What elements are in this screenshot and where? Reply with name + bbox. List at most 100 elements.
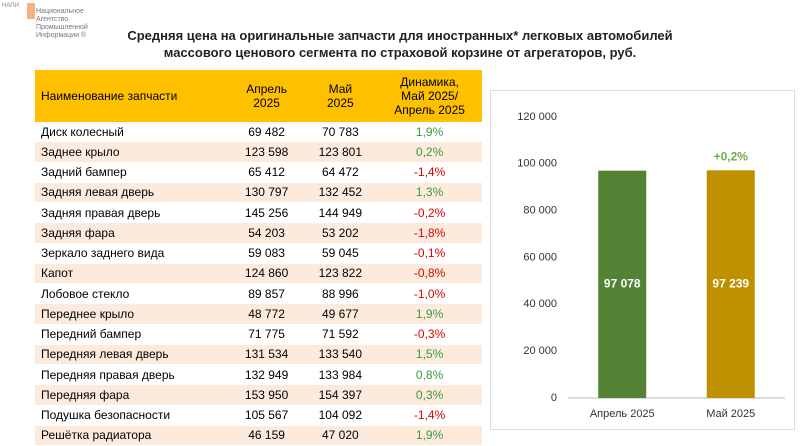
cell: Заднее крыло <box>35 141 230 163</box>
cell: 53 202 <box>303 222 378 244</box>
change-cell: 1,3% <box>377 182 482 204</box>
cell: Подушка безопасности <box>35 405 230 426</box>
cell: Капот <box>35 263 230 285</box>
cell: Зеркало заднего вида <box>35 243 230 264</box>
logo-abbr: НАПИ <box>2 3 19 9</box>
header-row: Наименование запчасти Апрель 2025 Май 2025… <box>35 70 482 122</box>
cell: 69 482 <box>229 122 304 143</box>
table-row: Капот 124 860 123 822 -0,8% <box>35 263 482 285</box>
cell: Передняя левая дверь <box>35 344 230 366</box>
cell: 131 534 <box>229 344 304 366</box>
cell: 64 472 <box>303 162 378 183</box>
y-tick-label: 40 000 <box>523 298 557 310</box>
change-cell: 1,5% <box>377 344 482 366</box>
cell: 145 256 <box>229 202 304 224</box>
cell: 65 412 <box>229 162 304 183</box>
table-row: Подушка безопасности 105 567 104 092 -1,4% <box>35 405 482 426</box>
table-row: Диск колесный 69 482 70 783 1,9% <box>35 122 482 143</box>
cell: 133 984 <box>303 364 378 386</box>
cell: 124 860 <box>229 263 304 285</box>
x-tick-label: Май 2025 <box>706 408 755 420</box>
table-row: Переднее крыло 48 772 49 677 1,9% <box>35 303 482 325</box>
table-row: Задняя правая дверь 145 256 144 949 -0,2% <box>35 202 482 224</box>
y-tick-label: 60 000 <box>523 251 557 263</box>
table-row: Задняя левая дверь 130 797 132 452 1,3% <box>35 182 482 204</box>
table-row: Задняя фара 54 203 53 202 -1,8% <box>35 222 482 244</box>
cell: 144 949 <box>303 202 378 224</box>
cell: 123 598 <box>229 141 304 163</box>
table-row: Заднее крыло 123 598 123 801 0,2% <box>35 141 482 163</box>
chart-panel <box>490 90 795 430</box>
chart: 0 20 000 40 000 60 000 80 000 100 000 120 000 А… <box>517 111 785 420</box>
x-tick-label: Апрель 2025 <box>590 408 655 420</box>
table-row: Зеркало заднего вида 59 083 59 045 -0,1% <box>35 243 482 264</box>
y-tick-label: 20 000 <box>523 345 557 357</box>
cell: 88 996 <box>303 283 378 305</box>
cell: 71 775 <box>229 324 304 345</box>
cell: 153 950 <box>229 384 304 406</box>
cell: 59 045 <box>303 243 378 264</box>
change-cell: 1,9% <box>377 122 482 143</box>
cell: Передний бампер <box>35 324 230 345</box>
header-cell: Динамика, Май 2025/ Апрель 2025 <box>377 70 482 122</box>
cell: Переднее крыло <box>35 303 230 325</box>
table-row: Лобовое стекло 89 857 88 996 -1,0% <box>35 283 482 305</box>
bar <box>598 170 647 398</box>
cell: Задняя фара <box>35 222 230 244</box>
cell: Передняя фара <box>35 384 230 406</box>
y-tick-label: 80 000 <box>523 205 557 217</box>
cell: 154 397 <box>303 384 378 406</box>
table-row: Передняя правая дверь 132 949 133 984 0,8% <box>35 364 482 386</box>
cell: 132 452 <box>303 182 378 204</box>
change-cell: 0,3% <box>377 384 482 406</box>
header-cell: Апрель 2025 <box>229 70 304 122</box>
table-row: Передняя фара 153 950 154 397 0,3% <box>35 384 482 406</box>
y-tick-label: 120 000 <box>517 111 557 123</box>
cell: Диск колесный <box>35 122 230 143</box>
header-cell: Наименование запчасти <box>35 70 230 122</box>
change-cell: -0,1% <box>377 243 482 264</box>
change-cell: -1,4% <box>377 405 482 426</box>
cell: Задняя левая дверь <box>35 182 230 204</box>
change-cell: 0,8% <box>377 364 482 386</box>
bar <box>706 170 755 398</box>
change-cell: -0,2% <box>377 202 482 224</box>
change-cell: -0,3% <box>377 324 482 345</box>
cell: Задний бампер <box>35 162 230 183</box>
cell: 89 857 <box>229 283 304 305</box>
cell: 49 677 <box>303 303 378 325</box>
cell: 132 949 <box>229 364 304 386</box>
logo-mark <box>27 3 35 19</box>
cell: 133 540 <box>303 344 378 366</box>
table-row: Передняя левая дверь 131 534 133 540 1,5% <box>35 344 482 366</box>
cell: 70 783 <box>303 122 378 143</box>
y-tick-label: 100 000 <box>517 158 557 170</box>
cell: 59 083 <box>229 243 304 264</box>
change-cell: -1,4% <box>377 162 482 183</box>
change-cell: -0,8% <box>377 263 482 285</box>
y-tick-label: 0 <box>551 392 557 404</box>
table-row: Передний бампер 71 775 71 592 -0,3% <box>35 324 482 345</box>
cell: 105 567 <box>229 405 304 426</box>
table-row: Задний бампер 65 412 64 472 -1,4% <box>35 162 482 183</box>
value-label: 97 239 <box>712 276 749 290</box>
change-cell: 1,9% <box>377 303 482 325</box>
page: НАПИ Национальное Агентство Промышленной… <box>2 3 795 446</box>
header-cell: Май 2025 <box>303 70 378 122</box>
logo-name: Национальное Агентство Промышленной Инфо… <box>36 8 88 39</box>
cell: Задняя правая дверь <box>35 202 230 224</box>
cell: 123 801 <box>303 141 378 163</box>
title: Средняя цена на оригинальные запчасти дл… <box>127 28 673 60</box>
cell: Передняя правая дверь <box>35 364 230 386</box>
change-cell: -1,0% <box>377 283 482 305</box>
cell: 123 822 <box>303 263 378 285</box>
cell: 71 592 <box>303 324 378 345</box>
change-cell: -1,8% <box>377 222 482 244</box>
cell: 48 772 <box>229 303 304 325</box>
cell: 104 092 <box>303 405 378 426</box>
cell: Лобовое стекло <box>35 283 230 305</box>
cell: 130 797 <box>229 182 304 204</box>
annotation: +0,2% <box>714 149 749 163</box>
value-label: 97 078 <box>604 277 641 291</box>
price-table: Наименование запчасти Апрель 2025 Май 2025… <box>35 70 482 446</box>
